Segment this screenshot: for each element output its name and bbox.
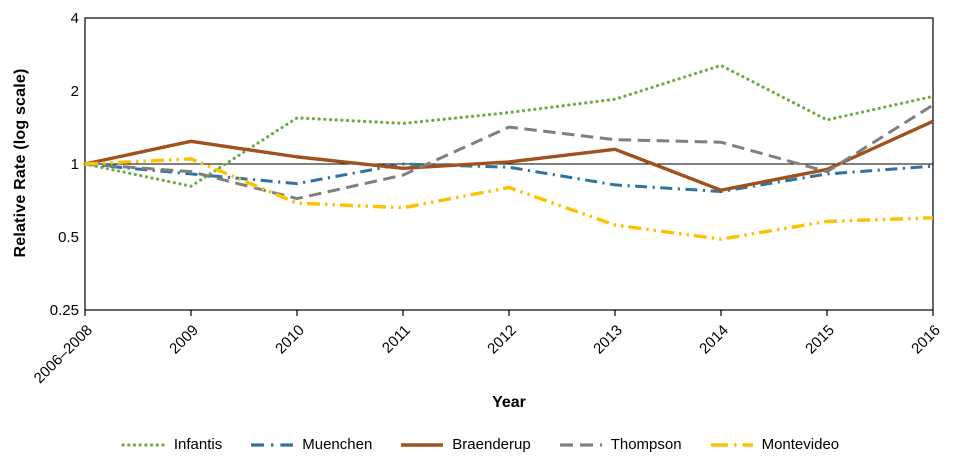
x-tick-label: 2012 (484, 322, 520, 358)
y-axis-title: Relative Rate (log scale) (12, 68, 29, 258)
x-tick-label: 2016 (908, 322, 944, 358)
legend-label: Braenderup (452, 436, 531, 453)
x-tick-label: 2009 (166, 322, 202, 358)
x-tick-label: 2015 (802, 322, 838, 358)
y-tick-label: 0.25 (50, 302, 79, 319)
legend-item-thompson: Thompson (558, 436, 682, 453)
x-tick-label: 2010 (272, 322, 308, 358)
series-line-muenchen (84, 162, 934, 194)
series-line-braenderup (84, 119, 934, 192)
legend-line-sample-icon (710, 442, 753, 447)
legend-line-sample-icon (559, 442, 602, 447)
y-tick-label: 1 (71, 156, 79, 173)
y-tick-label: 4 (71, 10, 79, 27)
legend-line-sample-icon (251, 442, 294, 447)
plot-area: 4 2 1 0.5 0.25 2006–2008 2009 2010 2011 2012 2013 2… (31, 10, 944, 387)
series-line-thompson (84, 103, 934, 201)
legend-label: Montevideo (761, 436, 840, 453)
series-line-montevideo (84, 157, 934, 241)
legend-label: Infantis (173, 436, 223, 453)
legend-item-montevideo: Montevideo (709, 436, 840, 453)
y-tick-label: 2 (71, 83, 79, 100)
legend: Infantis Muenchen Braenderup Thompson Mo… (0, 436, 960, 453)
x-tick-label: 2006–2008 (31, 322, 96, 387)
x-tick-label: 2011 (379, 322, 414, 357)
legend-label: Muenchen (302, 436, 373, 453)
y-tick-label: 0.5 (58, 229, 79, 246)
x-tick-label: 2013 (590, 322, 626, 358)
x-tick-label: 2014 (696, 322, 732, 358)
legend-item-braenderup: Braenderup (399, 436, 531, 453)
legend-item-muenchen: Muenchen (249, 436, 372, 453)
legend-line-sample-icon (121, 442, 167, 447)
legend-label: Thompson (610, 436, 682, 453)
legend-line-sample-icon (401, 442, 444, 447)
x-axis-title: Year (492, 394, 526, 411)
legend-item-infantis: Infantis (121, 436, 222, 453)
